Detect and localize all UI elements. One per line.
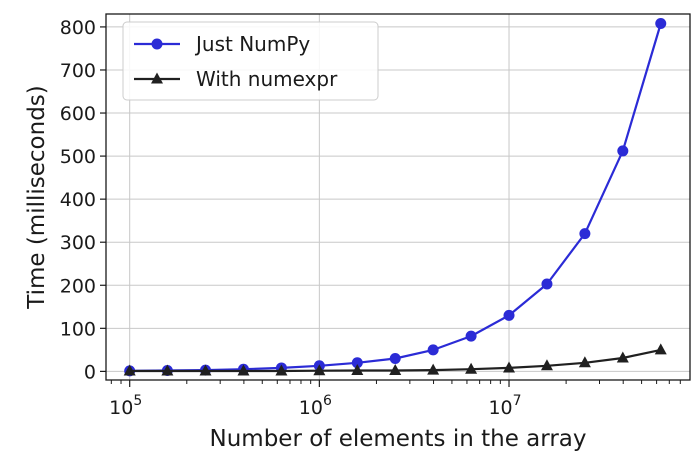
- legend-marker: [151, 72, 163, 84]
- y-tick-label: 100: [60, 318, 96, 340]
- data-point: [503, 309, 515, 321]
- data-point: [389, 364, 402, 376]
- data-point: [579, 228, 591, 240]
- plot-frame: [105, 13, 691, 381]
- ticks: 0 100 200 300 400 500 600 700 800 105 106 107: [60, 17, 681, 419]
- y-tick-label: 300: [60, 232, 96, 254]
- y-tick-label: 800: [60, 17, 96, 39]
- legend-item: Just NumPy: [134, 32, 310, 56]
- data-point: [541, 278, 553, 290]
- data-point: [123, 364, 136, 376]
- data-point: [351, 364, 364, 376]
- data-point: [161, 364, 174, 376]
- data-point: [199, 364, 212, 376]
- legend-label: With numexpr: [196, 67, 338, 91]
- y-tick-label: 700: [60, 60, 96, 82]
- data-point: [465, 362, 478, 374]
- data-point: [655, 17, 667, 29]
- data-point: [616, 351, 629, 363]
- y-tick-label: 600: [60, 103, 96, 125]
- legend-marker: [151, 38, 163, 50]
- legend: Just NumPy With numexpr: [122, 21, 379, 101]
- data-point: [503, 361, 516, 373]
- data-point: [427, 344, 439, 356]
- y-tick-label: 400: [60, 189, 96, 211]
- legend-label: Just NumPy: [194, 32, 310, 56]
- data-point: [427, 363, 440, 375]
- y-tick-label: 0: [84, 361, 96, 383]
- data-point: [351, 357, 363, 369]
- data-point: [465, 330, 477, 342]
- data-point: [617, 145, 629, 157]
- y-axis-label: Time (milliseconds): [24, 85, 50, 310]
- series-with-numexpr: [123, 343, 667, 376]
- series-layer: [123, 17, 667, 377]
- data-point: [578, 356, 591, 368]
- data-point: [275, 364, 288, 376]
- y-tick-label: 500: [60, 146, 96, 168]
- y-tick-label: 200: [60, 275, 96, 297]
- x-axis-label: Number of elements in the array: [210, 426, 587, 452]
- data-point: [389, 352, 401, 364]
- data-point: [313, 364, 326, 376]
- data-point: [237, 364, 250, 376]
- data-point: [654, 343, 667, 355]
- legend-box: [122, 21, 379, 101]
- x-tick-label: 106: [299, 393, 332, 419]
- x-tick-label: 105: [109, 393, 142, 419]
- legend-item: With numexpr: [134, 67, 338, 91]
- x-tick-label: 107: [488, 393, 521, 419]
- data-point: [540, 359, 553, 371]
